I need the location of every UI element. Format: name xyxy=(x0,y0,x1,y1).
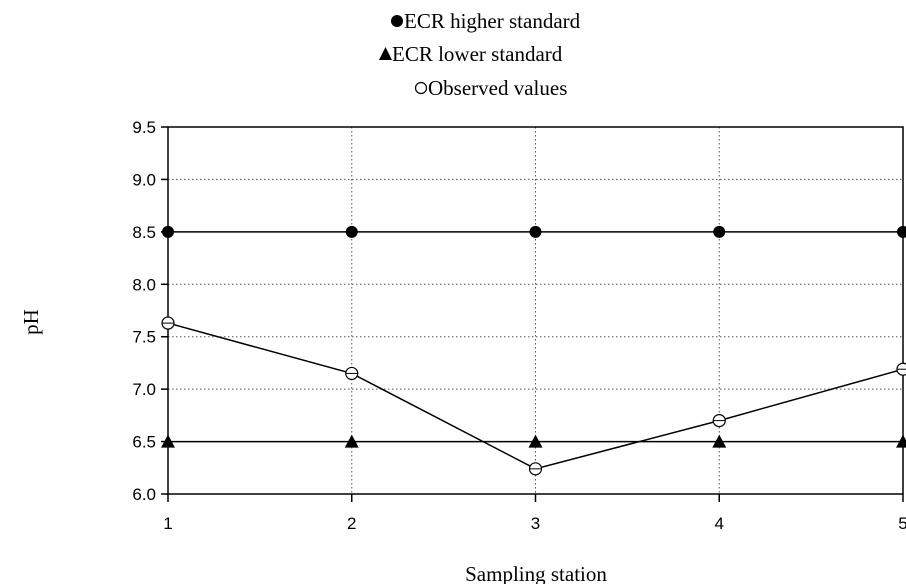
legend-entry-higher: ECR higher standard xyxy=(391,9,581,33)
y-tick-label-3: 7.5 xyxy=(132,328,156,347)
series-lower-standard xyxy=(161,434,906,448)
y-axis-title: pH xyxy=(19,309,43,335)
x-axis-title: Sampling station xyxy=(465,562,607,584)
point-higher-standard-2 xyxy=(345,225,358,238)
x-tick-label-4: 5 xyxy=(898,514,906,533)
series-observed xyxy=(161,316,906,476)
legend-marker-observed xyxy=(414,81,428,95)
y-tick-label-4: 8.0 xyxy=(132,275,156,294)
y-tick-label-5: 8.5 xyxy=(132,223,156,242)
point-observed-3 xyxy=(528,462,543,476)
point-observed-2 xyxy=(345,366,359,381)
legend-marker-higher xyxy=(391,15,403,27)
point-lower-standard-3 xyxy=(528,434,543,448)
point-lower-standard-1 xyxy=(161,434,175,448)
x-tick-label-3: 4 xyxy=(715,514,724,533)
point-observed-1 xyxy=(161,316,175,330)
x-tick-label-1: 2 xyxy=(347,514,356,533)
y-tick-label-6: 9.0 xyxy=(132,170,156,189)
series-layer xyxy=(161,225,906,476)
legend-label-observed: Observed values xyxy=(428,76,567,100)
legend-entry-observed: Observed values xyxy=(414,76,567,100)
y-tick-label-1: 6.5 xyxy=(132,433,156,452)
point-lower-standard-5 xyxy=(896,434,906,448)
legend: ECR higher standard ECR lower standard O… xyxy=(379,9,581,100)
point-lower-standard-4 xyxy=(712,434,727,448)
legend-marker-lower xyxy=(379,47,392,60)
point-lower-standard-2 xyxy=(344,434,359,448)
series-higher-standard xyxy=(162,225,906,238)
point-higher-standard-4 xyxy=(713,225,726,238)
point-higher-standard-5 xyxy=(897,225,906,238)
x-tick-label-0: 1 xyxy=(163,514,172,533)
point-higher-standard-3 xyxy=(529,225,542,238)
point-observed-5 xyxy=(896,362,906,376)
point-higher-standard-1 xyxy=(162,225,174,238)
axes: 6.0 6.5 7.0 7.5 8.0 8.5 9.0 9.5 1 2 3 4 5 xyxy=(132,118,906,533)
x-tick-label-2: 3 xyxy=(531,514,540,533)
y-tick-label-0: 6.0 xyxy=(132,485,156,504)
legend-label-higher: ECR higher standard xyxy=(404,9,581,33)
y-tick-label-2: 7.0 xyxy=(132,380,156,399)
legend-entry-lower: ECR lower standard xyxy=(379,42,563,66)
legend-label-lower: ECR lower standard xyxy=(392,42,563,66)
y-tick-label-7: 9.5 xyxy=(132,118,156,137)
point-observed-4 xyxy=(712,414,726,428)
